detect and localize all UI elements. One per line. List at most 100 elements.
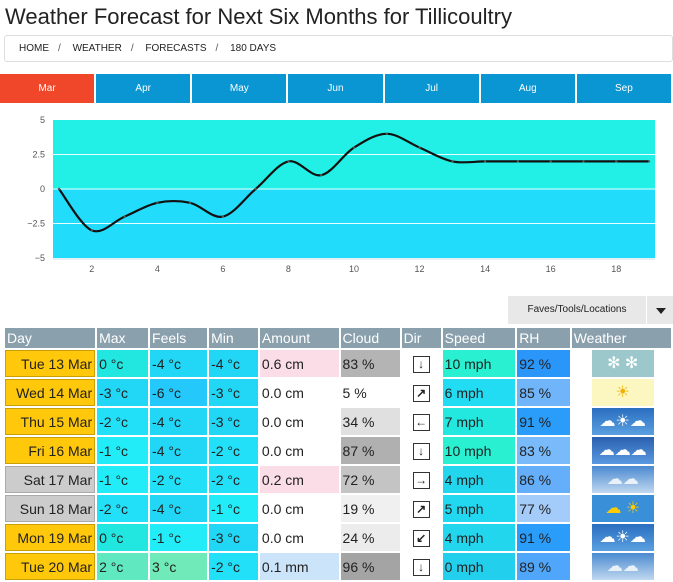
column-header-rh[interactable]: RH: [517, 328, 570, 348]
max-temp-cell: -2 °c: [97, 495, 149, 522]
y-tick-label: −2.5: [27, 219, 45, 229]
column-header-weather[interactable]: Weather: [571, 328, 671, 348]
precip-amount-cell: 0.0 cm: [259, 437, 339, 464]
column-header-dir[interactable]: Dir: [401, 328, 441, 348]
y-tick-label: −5: [35, 253, 45, 263]
feels-like-cell: -1 °c: [150, 524, 208, 551]
table-row: Tue 20 Mar 2 °c 3 °c -2 °c 0.1 mm 96 % ↓ 0 mph 8…: [5, 553, 671, 580]
data-point: [352, 146, 356, 149]
humidity-cell: 89 %: [517, 553, 570, 580]
tab-sep[interactable]: Sep: [576, 74, 671, 103]
precip-amount-cell: 0.0 cm: [259, 379, 339, 406]
breadcrumb-weather[interactable]: WEATHER: [72, 43, 122, 54]
faves-tools-locations-button[interactable]: Faves/Tools/Locations: [508, 296, 646, 324]
wind-arrow-icon: ↓: [412, 558, 430, 576]
wind-direction-cell: ↗: [402, 379, 441, 406]
feels-like-cell: -6 °c: [150, 379, 208, 406]
day-cell[interactable]: Mon 19 Mar: [5, 524, 96, 551]
cloudy-icon: ☁☁☁: [591, 437, 654, 464]
day-cell[interactable]: Sat 17 Mar: [5, 466, 96, 493]
tab-may[interactable]: May: [192, 74, 287, 103]
y-tick-label: 5: [40, 115, 45, 125]
tab-apr[interactable]: Apr: [96, 74, 191, 103]
sunny-icon: ☀: [591, 379, 654, 406]
day-cell[interactable]: Sun 18 Mar: [5, 495, 96, 522]
column-header-min[interactable]: Min: [209, 328, 258, 348]
data-point: [582, 160, 585, 163]
wind-arrow-icon: ↗: [412, 500, 430, 518]
day-cell[interactable]: Fri 16 Mar: [5, 437, 96, 464]
x-tick-label: 8: [286, 264, 291, 274]
precip-amount-cell: 0.6 cm: [259, 350, 339, 377]
weather-cell: ☁ ☀: [572, 495, 671, 522]
min-temp-cell: -2 °c: [209, 437, 258, 464]
precip-amount-cell: 0.1 mm: [259, 553, 339, 580]
min-temp-cell: -4 °c: [209, 350, 258, 377]
column-header-feels[interactable]: Feels: [150, 328, 208, 348]
breadcrumb-forecasts[interactable]: FORECASTS: [145, 43, 207, 54]
wind-direction-cell: ←: [402, 408, 441, 435]
data-point: [156, 201, 159, 204]
tab-aug[interactable]: Aug: [480, 74, 575, 103]
y-tick-label: 2.5: [32, 150, 45, 160]
max-temp-cell: -2 °c: [97, 408, 149, 435]
max-temp-cell: 0 °c: [97, 524, 149, 551]
weather-cell: ☁☁: [572, 466, 671, 493]
data-point: [320, 174, 323, 177]
x-tick-label: 16: [546, 264, 556, 274]
max-temp-cell: -1 °c: [97, 466, 149, 493]
tab-jul[interactable]: Jul: [384, 74, 479, 103]
data-point: [615, 160, 618, 163]
column-header-amount[interactable]: Amount: [259, 328, 339, 348]
wind-direction-cell: ↓: [402, 553, 441, 580]
table-row: Wed 14 Mar -3 °c -6 °c -3 °c 0.0 cm 5 % ↗ 6 mph…: [5, 379, 671, 406]
breadcrumb: HOME / WEATHER / FORECASTS/ 180 DAYS: [4, 35, 673, 62]
page-title: Weather Forecast for Next Six Months for…: [5, 4, 512, 29]
feels-like-cell: -2 °c: [150, 466, 208, 493]
data-point: [516, 160, 520, 163]
overcast-icon: ☁☁: [591, 553, 654, 580]
faves-dropdown-toggle[interactable]: [646, 296, 673, 324]
wind-arrow-icon: ↓: [412, 442, 430, 460]
wind-speed-cell: 4 mph: [442, 524, 516, 551]
wind-direction-cell: ↙: [402, 524, 441, 551]
table-row: Sat 17 Mar -1 °c -2 °c -2 °c 0.2 cm 72 % → 4 mp…: [5, 466, 671, 493]
x-tick-label: 12: [415, 264, 425, 274]
breadcrumb-home[interactable]: HOME: [19, 43, 49, 54]
min-temp-cell: -3 °c: [209, 408, 258, 435]
tab-mar[interactable]: Mar: [0, 74, 95, 103]
tab-jun[interactable]: Jun: [288, 74, 383, 103]
breadcrumb-180-days[interactable]: 180 DAYS: [230, 43, 277, 54]
day-cell[interactable]: Tue 13 Mar: [5, 350, 96, 377]
weather-cell: ☁☀☁: [572, 408, 671, 435]
cloud-cover-cell: 19 %: [340, 495, 400, 522]
forecast-table: Day Max Feels Min Amount Cloud Dir Speed RH Weath…: [3, 326, 673, 582]
day-cell[interactable]: Tue 20 Mar: [5, 553, 96, 580]
day-cell[interactable]: Thu 15 Mar: [5, 408, 96, 435]
data-point: [287, 160, 290, 163]
feels-like-cell: -4 °c: [150, 495, 208, 522]
day-cell[interactable]: Wed 14 Mar: [5, 379, 96, 406]
cloud-cover-cell: 72 %: [340, 466, 400, 493]
cloud-cover-cell: 83 %: [340, 350, 400, 377]
snow-icon: ✻ ✻: [591, 350, 654, 377]
cloud-cover-cell: 96 %: [340, 553, 400, 580]
x-tick-label: 4: [155, 264, 160, 274]
column-header-cloud[interactable]: Cloud: [340, 328, 400, 348]
table-row: Sun 18 Mar -2 °c -4 °c -1 °c 0.0 cm 19 % ↗ 5 mp…: [5, 495, 671, 522]
temperature-chart: 5 2.5 0 −2.5 −5 2 4 6 8 10 12 14 16 18: [27, 115, 655, 274]
sun-cloud-icon: ☁ ☀: [591, 495, 654, 522]
weather-cell: ☁☁: [572, 553, 671, 580]
data-point: [451, 160, 454, 163]
data-point: [221, 215, 225, 218]
data-point: [483, 160, 487, 163]
partly-cloudy-icon: ☁☀☁: [591, 408, 654, 435]
humidity-cell: 91 %: [517, 524, 570, 551]
column-header-max[interactable]: Max: [97, 328, 149, 348]
column-header-speed[interactable]: Speed: [442, 328, 516, 348]
weather-cell: ✻ ✻: [572, 350, 671, 377]
table-row: Tue 13 Mar 0 °c -4 °c -4 °c 0.6 cm 83 % ↓ 10 mp…: [5, 350, 671, 377]
table-row: Fri 16 Mar -1 °c -4 °c -2 °c 0.0 cm 87 % ↓ 10 m…: [5, 437, 671, 464]
column-header-day[interactable]: Day: [5, 328, 96, 348]
feels-like-cell: -4 °c: [150, 408, 208, 435]
